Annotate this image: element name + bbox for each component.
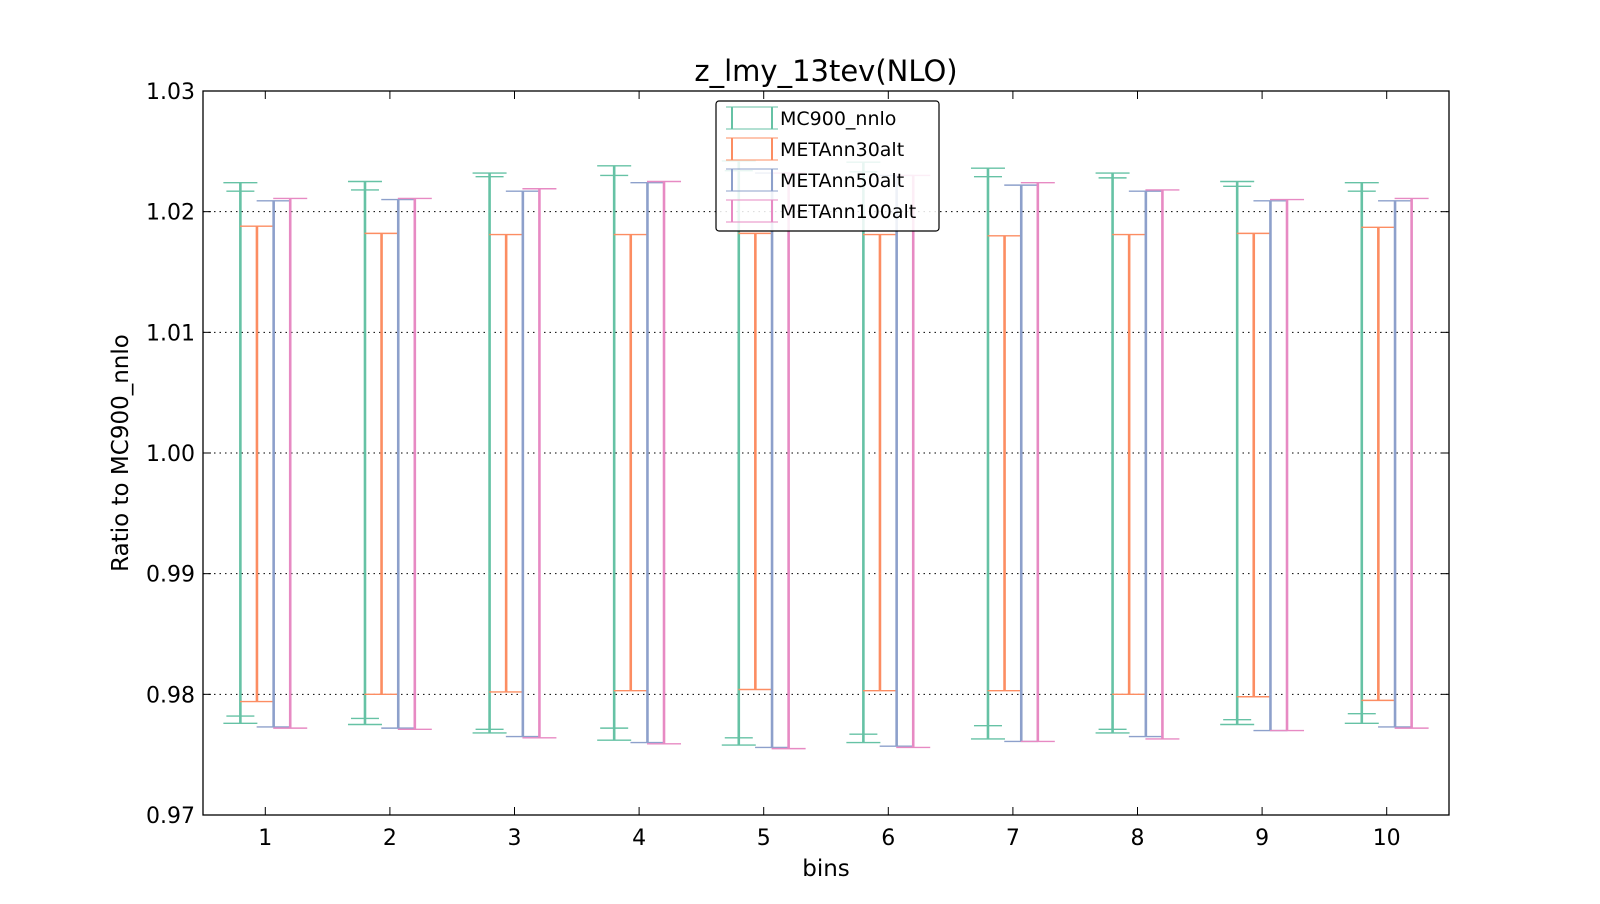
x-tick-label: 9	[1255, 826, 1269, 851]
axis-ticks: 0.97 0.98 0.99 1.00 1.01 1.02 1.03 1 2 3 4 5 6 7 8 9 10	[146, 80, 1449, 851]
x-tick-label: 1	[258, 826, 272, 851]
legend-entry-METAnn50alt: METAnn50alt	[726, 168, 904, 192]
x-tick-label: 5	[757, 826, 771, 851]
grid-lines	[203, 211, 1449, 695]
y-tick-label: 0.98	[146, 683, 195, 708]
x-tick-label: 10	[1373, 826, 1401, 851]
y-tick-label: 1.00	[146, 442, 195, 467]
y-tick-label: 1.01	[146, 321, 195, 346]
series-METAnn50alt	[256, 172, 1413, 749]
legend-box	[715, 100, 940, 232]
legend-entry-METAnn30alt: METAnn30alt	[726, 137, 904, 161]
y-tick-label: 0.99	[146, 563, 195, 588]
x-tick-label: 8	[1131, 826, 1145, 851]
legend-entry-MC900_nnlo: MC900_nnlo	[726, 106, 896, 130]
series-METAnn30alt	[239, 225, 1396, 703]
legend-label: METAnn100alt	[780, 201, 916, 223]
legend: MC900_nnlo METAnn30alt METAnn50alt METAnn10…	[715, 100, 940, 232]
x-tick-label: 4	[632, 826, 646, 851]
x-axis-label: bins	[802, 856, 850, 882]
legend-label: MC900_nnlo	[780, 108, 896, 130]
legend-label: METAnn50alt	[780, 170, 904, 192]
chart-title: z_lmy_13tev(NLO)	[694, 54, 957, 88]
error-bars	[223, 160, 1429, 750]
x-tick-label: 3	[508, 826, 522, 851]
y-tick-label: 1.02	[146, 201, 195, 226]
legend-label: METAnn30alt	[780, 139, 904, 161]
x-tick-label: 7	[1006, 826, 1020, 851]
series-METAnn100alt	[273, 172, 1429, 750]
y-tick-label: 1.03	[146, 80, 195, 105]
x-tick-label: 2	[383, 826, 397, 851]
y-axis-label: Ratio to MC900_nnlo	[108, 334, 134, 572]
x-tick-label: 6	[881, 826, 895, 851]
y-tick-label: 0.97	[146, 804, 195, 829]
legend-entry-METAnn100alt: METAnn100alt	[726, 199, 916, 223]
